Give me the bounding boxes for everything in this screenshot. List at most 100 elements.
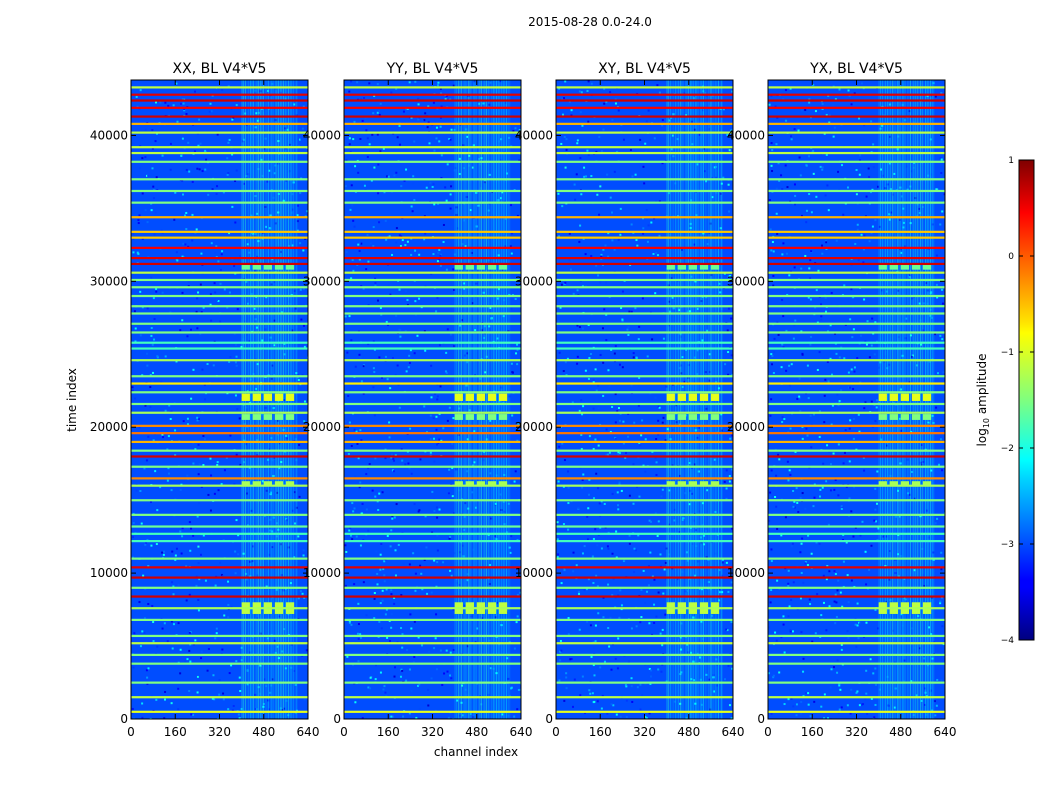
noise-speck — [348, 421, 351, 424]
noise-speck — [413, 620, 416, 623]
noise-speck — [147, 435, 150, 438]
noise-speck — [913, 646, 916, 649]
flagged-row — [556, 262, 733, 266]
noise-speck — [473, 430, 476, 433]
noise-speck — [297, 144, 300, 147]
noise-speck — [451, 495, 454, 498]
noise-speck — [417, 684, 420, 687]
bright-block — [274, 263, 284, 270]
noise-speck — [241, 140, 244, 143]
flagged-row — [768, 278, 945, 282]
noise-speck — [655, 252, 658, 255]
noise-speck — [167, 467, 170, 470]
noise-speck — [807, 296, 810, 299]
noise-speck — [874, 667, 877, 670]
noise-speck — [789, 629, 792, 632]
noise-speck — [580, 448, 583, 451]
noise-speck — [591, 555, 594, 558]
noise-speck — [863, 234, 866, 237]
bright-block — [285, 393, 295, 401]
noise-speck — [398, 406, 401, 409]
noise-speck — [453, 345, 456, 348]
noise-speck — [181, 193, 184, 196]
noise-speck — [449, 651, 452, 654]
noise-speck — [865, 669, 868, 672]
noise-speck — [445, 199, 448, 202]
noise-speck — [471, 302, 474, 305]
noise-speck — [673, 299, 676, 302]
noise-speck — [172, 104, 175, 107]
noise-speck — [214, 637, 217, 640]
noise-speck — [708, 379, 711, 382]
noise-speck — [291, 329, 294, 332]
noise-speck — [638, 376, 641, 379]
flagged-row — [131, 477, 308, 480]
noise-speck — [935, 704, 938, 707]
noise-speck — [731, 434, 733, 437]
noise-speck — [621, 290, 624, 293]
noise-speck — [489, 81, 492, 84]
noise-speck — [581, 552, 584, 555]
noise-speck — [932, 551, 935, 554]
noise-speck — [795, 703, 798, 706]
noise-speck — [289, 582, 292, 585]
noise-speck — [862, 261, 865, 264]
noise-speck — [300, 138, 303, 141]
noise-speck — [377, 163, 380, 166]
flagged-row — [556, 256, 733, 260]
bright-block — [252, 414, 261, 420]
noise-speck — [786, 460, 789, 463]
noise-speck — [615, 713, 618, 716]
flagged-row — [344, 347, 521, 350]
noise-speck — [450, 574, 453, 577]
noise-speck — [783, 651, 786, 654]
noise-speck — [875, 502, 878, 505]
noise-speck — [614, 657, 617, 660]
noise-speck — [935, 254, 938, 257]
y-tick-label: 40000 — [727, 128, 765, 142]
flagged-row — [556, 662, 733, 665]
noise-speck — [433, 460, 436, 463]
noise-speck — [428, 142, 431, 145]
noise-speck — [474, 640, 477, 643]
noise-speck — [510, 307, 513, 310]
noise-speck — [180, 153, 183, 156]
noise-speck — [602, 596, 605, 599]
noise-speck — [409, 613, 412, 616]
noise-speck — [350, 277, 353, 280]
noise-speck — [453, 608, 456, 611]
noise-speck — [690, 651, 693, 654]
noise-speck — [171, 550, 174, 553]
noise-speck — [155, 287, 158, 290]
noise-speck — [625, 715, 628, 718]
noise-speck — [799, 551, 802, 554]
noise-speck — [898, 417, 901, 420]
noise-speck — [714, 176, 717, 179]
noise-speck — [575, 173, 578, 176]
noise-speck — [558, 87, 561, 90]
noise-speck — [940, 568, 943, 571]
noise-speck — [461, 243, 464, 246]
noise-speck — [143, 617, 146, 620]
noise-speck — [628, 494, 631, 497]
noise-speck — [794, 319, 797, 322]
noise-speck — [725, 628, 728, 631]
noise-speck — [664, 439, 667, 442]
bright-block — [263, 393, 273, 401]
noise-speck — [603, 502, 606, 505]
noise-speck — [809, 259, 812, 262]
flagged-row — [556, 618, 733, 621]
flagged-row — [768, 607, 945, 610]
noise-speck — [176, 259, 179, 262]
noise-speck — [376, 133, 379, 136]
flagged-row — [344, 477, 521, 480]
noise-speck — [609, 196, 612, 199]
noise-speck — [664, 578, 667, 581]
noise-speck — [450, 185, 453, 188]
noise-speck — [384, 457, 387, 460]
noise-speck — [563, 459, 566, 462]
noise-speck — [293, 670, 296, 673]
noise-speck — [404, 639, 407, 642]
flagged-row — [556, 540, 733, 543]
noise-speck — [273, 172, 276, 175]
